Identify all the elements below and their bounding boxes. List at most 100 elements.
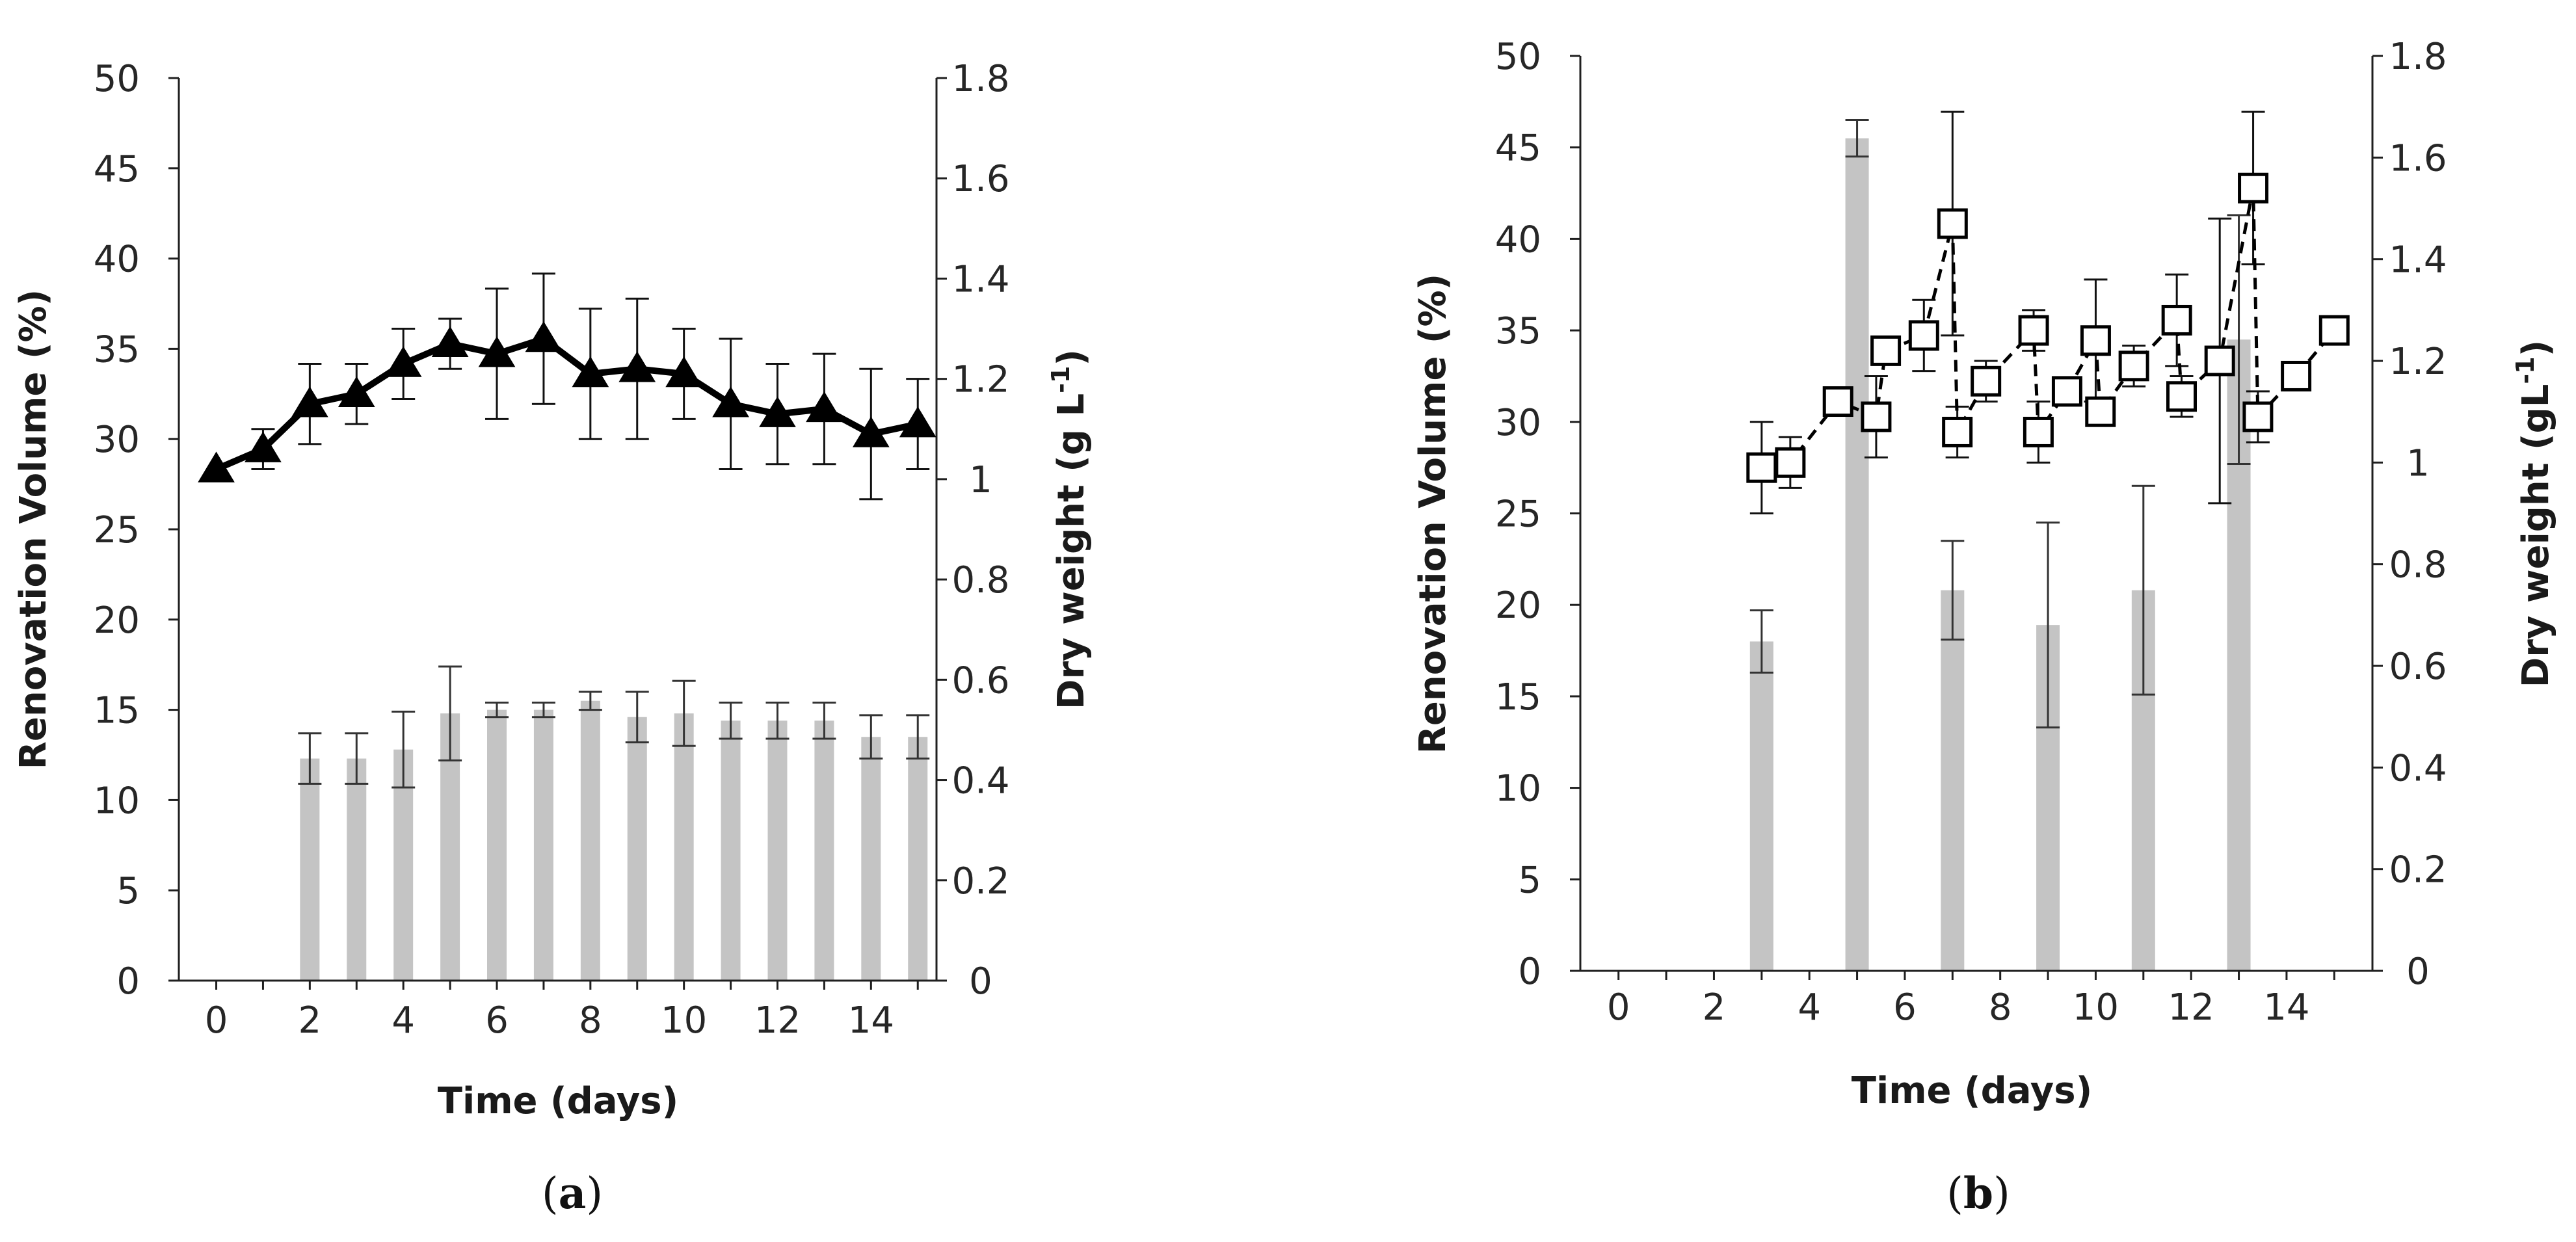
- y-left-tick-label: 20: [94, 600, 140, 642]
- y-left-tick-label: 45: [94, 148, 140, 191]
- y-left-tick-label: 25: [1495, 494, 1541, 536]
- x-tick-label: 12: [2168, 986, 2214, 1029]
- bar: [628, 717, 647, 981]
- x-tick-label: 14: [2263, 986, 2309, 1029]
- y-right-tick-label: 1.6: [2389, 137, 2447, 179]
- data-point-square: [2082, 327, 2109, 354]
- y-right-tick-label: 0.2: [951, 860, 1009, 903]
- x-tick-label: 12: [754, 999, 801, 1042]
- y-right-tick-label: 0.6: [951, 659, 1009, 702]
- data-point-square: [2244, 403, 2272, 430]
- y-axis-right-title-close: ): [1050, 349, 1093, 366]
- y-axis-right-title-sup: -1: [1046, 366, 1075, 393]
- x-tick-label: 2: [1703, 986, 1726, 1029]
- data-point-square: [2283, 362, 2310, 390]
- y-left-tick-label: 50: [1495, 36, 1541, 78]
- y-left-tick-label: 10: [1495, 768, 1541, 810]
- data-point-square: [2025, 418, 2052, 445]
- bar: [1750, 641, 1773, 971]
- bar: [674, 713, 694, 981]
- y-left-tick-label: 15: [1495, 676, 1541, 719]
- data-point-square: [2087, 398, 2114, 425]
- y-right-tick-label: 0.6: [2389, 646, 2447, 688]
- data-point-square: [2320, 317, 2348, 344]
- data-point-square: [1824, 388, 1852, 416]
- data-point-triangle: [899, 406, 936, 437]
- bar: [1846, 139, 1869, 971]
- y-right-tick-label: 1.8: [951, 58, 1009, 100]
- bar: [1941, 590, 1964, 971]
- y-left-tick-label: 25: [94, 509, 140, 551]
- y-left-tick-label: 35: [94, 328, 140, 371]
- y-right-tick-label: 0: [2406, 951, 2430, 993]
- y-right-tick-label: 1.4: [2389, 239, 2447, 282]
- bar: [767, 720, 787, 981]
- y-right-tick-label: 0.4: [2389, 747, 2447, 789]
- y-left-tick-label: 40: [94, 239, 140, 281]
- data-point-square: [2163, 306, 2190, 334]
- data-point-square: [2053, 378, 2080, 405]
- y-left-tick-label: 35: [1495, 310, 1541, 352]
- panel-a-caption: (a): [542, 1168, 603, 1219]
- bar: [721, 720, 741, 981]
- y-left-tick-label: 0: [116, 960, 140, 1003]
- y-axis-left-title: Renovation Volume (%): [12, 289, 55, 769]
- bar: [908, 737, 927, 981]
- x-tick-label: 0: [1607, 986, 1630, 1029]
- x-tick-label: 2: [299, 999, 322, 1042]
- y-right-tick-label: 1.4: [951, 258, 1009, 300]
- y-right-tick-label: 0.4: [951, 760, 1009, 802]
- bar: [487, 710, 507, 981]
- y-left-tick-label: 5: [116, 870, 140, 912]
- y-right-tick-label: 1.2: [951, 359, 1009, 401]
- y-axis-right-title: Dry weight (g L-1): [1046, 349, 1093, 709]
- data-point-square: [1872, 337, 1900, 364]
- y-right-tick-label: 0.8: [951, 559, 1009, 601]
- y-left-tick-label: 45: [1495, 127, 1541, 170]
- figure: 0510152025303540455000.20.40.60.811.21.4…: [0, 0, 2576, 1242]
- data-point-square: [1748, 454, 1775, 481]
- x-tick-label: 4: [1798, 986, 1821, 1029]
- y-left-tick-label: 30: [94, 419, 140, 461]
- x-tick-label: 4: [392, 999, 415, 1042]
- y-right-tick-label: 0: [969, 960, 992, 1003]
- data-point-square: [2020, 317, 2047, 344]
- y-left-tick-label: 20: [1495, 585, 1541, 627]
- y-left-tick-label: 5: [1518, 859, 1541, 901]
- y-right-tick-label: 1.2: [2389, 341, 2447, 383]
- x-axis-title: Time (days): [1852, 1070, 2092, 1112]
- x-axis-title: Time (days): [438, 1080, 678, 1122]
- bar: [814, 720, 834, 981]
- y-axis-right-title: Dry weight (gL-1): [2511, 340, 2557, 687]
- y-left-tick-label: 10: [94, 780, 140, 822]
- y-left-tick-label: 50: [94, 58, 140, 100]
- y-left-tick-label: 30: [1495, 402, 1541, 444]
- data-point-square: [1939, 210, 1966, 237]
- data-point-triangle: [806, 391, 843, 422]
- y-left-tick-label: 40: [1495, 218, 1541, 261]
- data-point-triangle: [432, 326, 469, 357]
- x-tick-label: 14: [848, 999, 894, 1042]
- y-right-tick-label: 0.8: [2389, 544, 2447, 587]
- y-right-tick-label: 1: [2406, 442, 2430, 484]
- data-point-square: [1972, 367, 2000, 395]
- y-axis-right-title-close: ): [2515, 340, 2557, 357]
- data-point-triangle: [712, 386, 749, 417]
- series-line: [217, 339, 918, 469]
- data-point-square: [1863, 403, 1890, 430]
- bar: [861, 737, 881, 981]
- x-tick-label: 10: [2073, 986, 2119, 1029]
- y-axis-right-title-main: Dry weight (g L: [1050, 393, 1093, 709]
- panel-b-caption: (b): [1946, 1168, 2010, 1219]
- y-right-tick-label: 1.6: [951, 158, 1009, 200]
- data-point-triangle: [525, 321, 563, 352]
- y-axis-right-title-sup: -1: [2511, 356, 2540, 384]
- y-right-tick-label: 0.2: [2389, 849, 2447, 892]
- bar: [347, 759, 366, 981]
- x-tick-label: 8: [579, 999, 602, 1042]
- y-axis-right-title-main: Dry weight (gL: [2515, 384, 2557, 688]
- data-point-square: [1944, 418, 1971, 445]
- data-point-square: [1777, 449, 1804, 476]
- x-tick-label: 0: [205, 999, 228, 1042]
- bar: [581, 701, 600, 981]
